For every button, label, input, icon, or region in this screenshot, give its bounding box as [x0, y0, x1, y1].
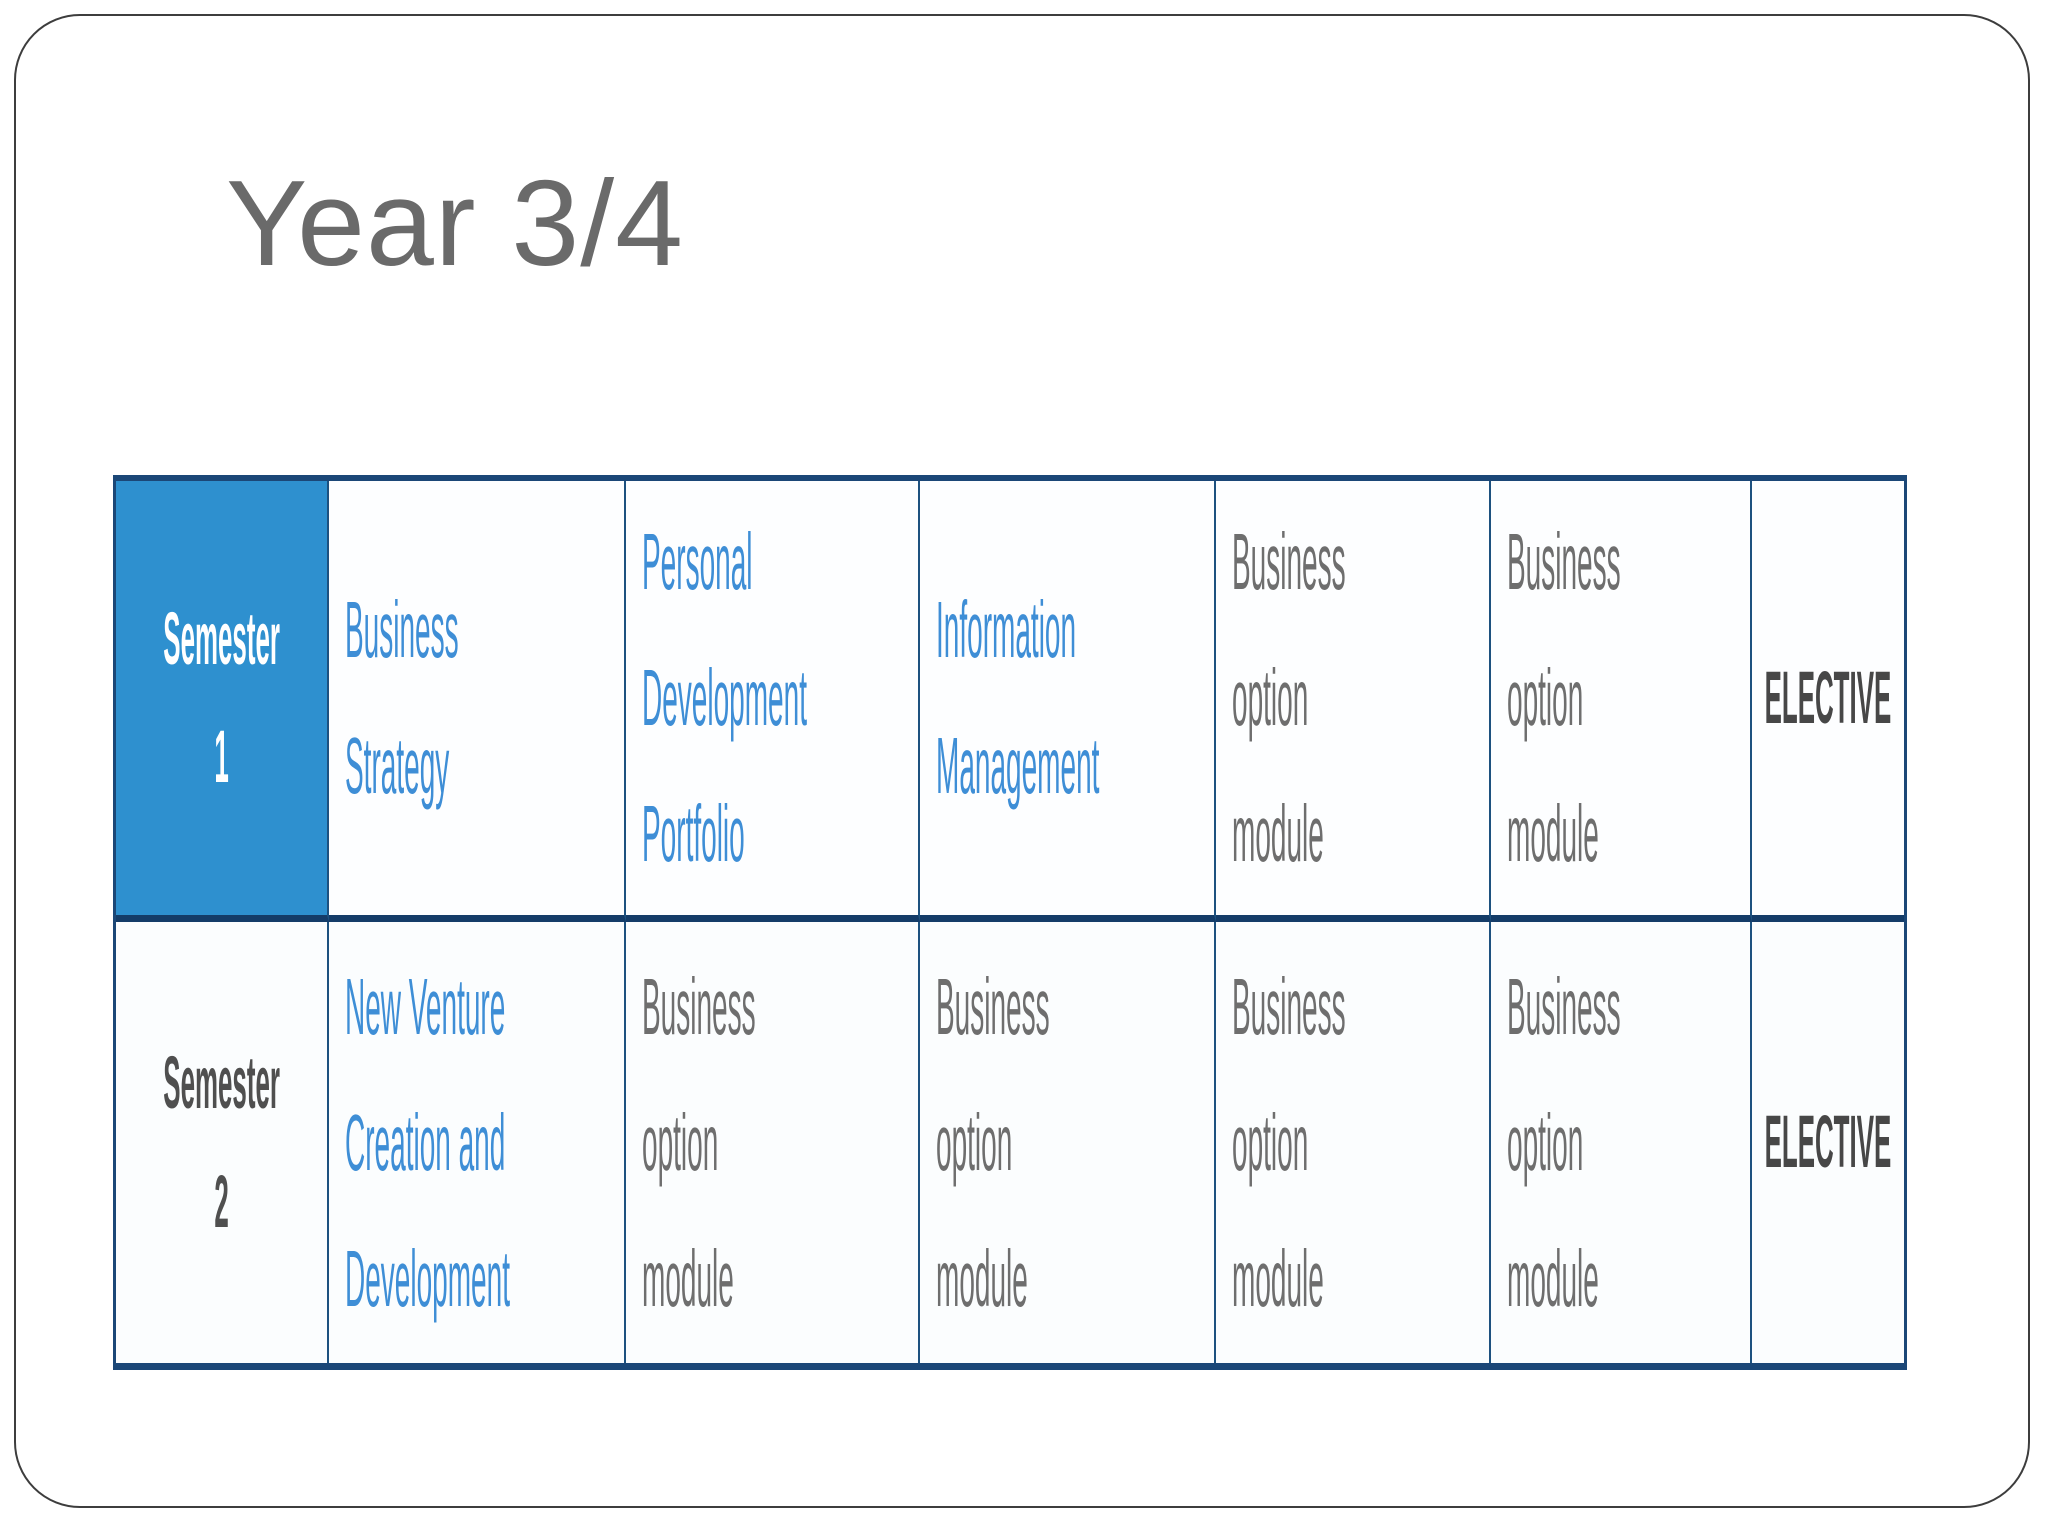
module-cell-business-option-6: Business option module: [1491, 922, 1752, 1363]
module-cell-business-option-4: Business option module: [920, 922, 1216, 1363]
module-label: Business option module: [1507, 961, 1621, 1323]
module-cell-business-option-1: Business option module: [1216, 481, 1491, 922]
semester-1-label: Semester 1: [163, 596, 280, 798]
elective-cell-semester-2: ELECTIVE: [1752, 922, 1904, 1363]
module-label: Business Strategy: [345, 585, 459, 810]
module-cell-new-venture-creation: New Venture Creation and Development: [329, 922, 626, 1363]
module-label: Information Management: [936, 585, 1100, 810]
module-label: New Venture Creation and Development: [345, 961, 510, 1323]
page-title: Year 3/4: [226, 155, 684, 291]
module-label: Business option module: [642, 961, 756, 1323]
module-label: Personal Development Portfolio: [642, 517, 807, 878]
module-label: Business option module: [1507, 517, 1621, 878]
module-cell-personal-development-portfolio: Personal Development Portfolio: [626, 481, 920, 922]
module-cell-business-option-5: Business option module: [1216, 922, 1491, 1363]
module-cell-business-strategy: Business Strategy: [329, 481, 626, 922]
module-cell-business-option-3: Business option module: [626, 922, 920, 1363]
course-table: Semester 1 Business Strategy Personal De…: [113, 475, 1907, 1370]
elective-cell-semester-1: ELECTIVE: [1752, 481, 1904, 922]
elective-label: ELECTIVE: [1764, 655, 1892, 739]
module-cell-information-management: Information Management: [920, 481, 1216, 922]
semester-1-header-cell: Semester 1: [116, 481, 329, 922]
semester-2-label: Semester 2: [163, 1041, 280, 1243]
module-label: Business option module: [1232, 961, 1346, 1323]
module-label: Business option module: [936, 961, 1050, 1323]
module-label: Business option module: [1232, 517, 1346, 878]
module-cell-business-option-2: Business option module: [1491, 481, 1752, 922]
semester-2-header-cell: Semester 2: [116, 922, 329, 1363]
elective-label: ELECTIVE: [1764, 1100, 1892, 1184]
